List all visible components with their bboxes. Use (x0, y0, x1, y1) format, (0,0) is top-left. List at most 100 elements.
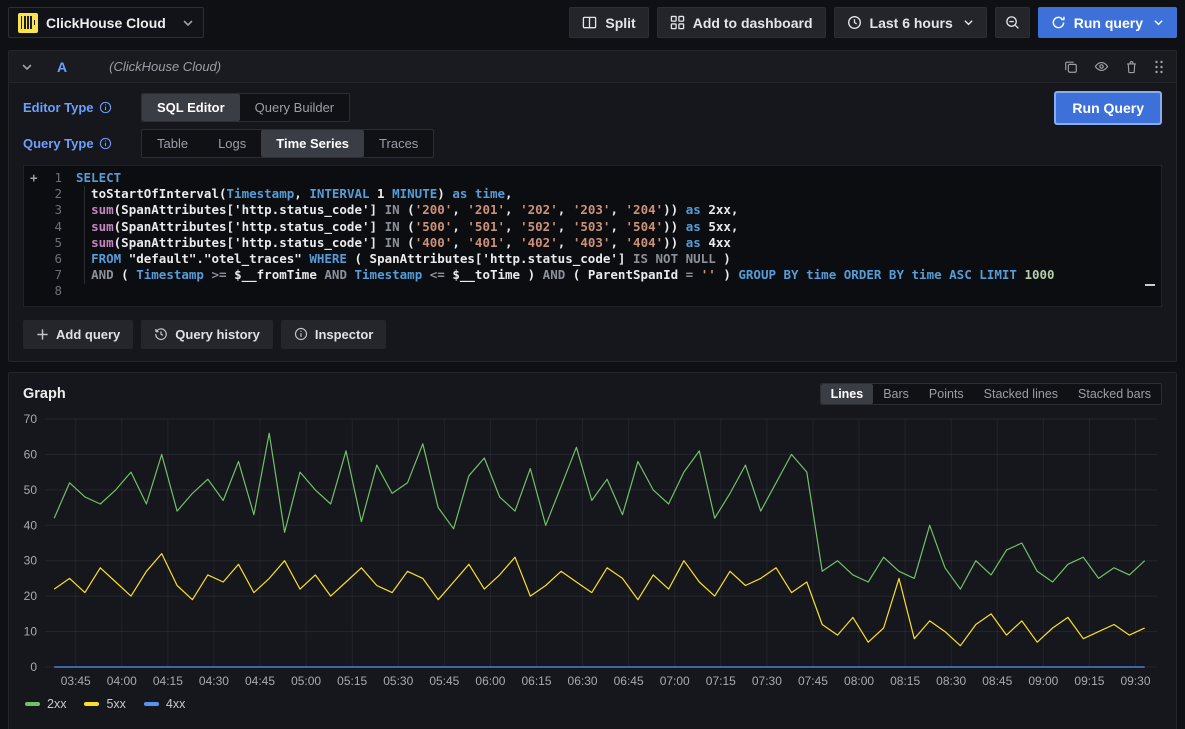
legend-swatch-5xx (84, 702, 99, 706)
query-actions-row: Add query Query history Inspector (23, 320, 1162, 349)
view-mode-points[interactable]: Points (919, 384, 974, 404)
y-axis-label: 70 (24, 412, 38, 426)
y-axis-label: 20 (24, 589, 38, 603)
x-axis-label: 08:45 (982, 674, 1012, 688)
legend-swatch-4xx (144, 702, 159, 706)
legend-label-4xx: 4xx (166, 697, 185, 711)
history-icon (154, 327, 168, 341)
x-axis-label: 09:30 (1120, 674, 1150, 688)
add-line-icon[interactable]: + (30, 170, 38, 186)
query-history-button[interactable]: Query history (141, 320, 273, 349)
inspector-button[interactable]: Inspector (281, 320, 387, 349)
y-axis-label: 0 (30, 660, 37, 674)
info-circle-icon (294, 327, 308, 341)
add-to-dashboard-label: Add to dashboard (693, 15, 813, 31)
chevron-down-icon (1153, 17, 1164, 28)
x-axis-label: 04:00 (107, 674, 137, 688)
sql-line: 3 sum(SpanAttributes['http.status_code']… (24, 202, 1161, 218)
remove-query-trash-icon[interactable] (1125, 60, 1138, 74)
info-circle-icon[interactable] (99, 137, 112, 150)
duplicate-query-icon[interactable] (1064, 60, 1078, 74)
split-button[interactable]: Split (569, 7, 648, 38)
zoom-out-time-button[interactable] (995, 7, 1030, 38)
info-circle-icon[interactable] (99, 101, 112, 114)
x-axis-label: 07:30 (752, 674, 782, 688)
y-axis-label: 40 (24, 518, 38, 532)
query-editor-panel: A (ClickHouse Cloud) Run Query Editor Ty… (8, 50, 1177, 362)
indent-guide (84, 186, 85, 284)
run-query-panel-button[interactable]: Run Query (1054, 91, 1162, 125)
editor-type-segmented: SQL Editor Query Builder (141, 93, 350, 122)
clickhouse-logo-icon (18, 13, 38, 33)
query-type-option-logs[interactable]: Logs (203, 130, 261, 157)
query-type-label-text: Query Type (23, 136, 94, 151)
sql-line: 8 (24, 283, 1161, 299)
x-axis-label: 04:15 (153, 674, 183, 688)
legend-label-2xx: 2xx (47, 697, 66, 711)
legend-item-4xx[interactable]: 4xx (144, 697, 185, 711)
legend-item-2xx[interactable]: 2xx (25, 697, 66, 711)
sql-line: 7 AND ( Timestamp >= $__fromTime AND Tim… (24, 267, 1161, 283)
y-axis-label: 10 (24, 624, 38, 638)
x-axis-label: 07:00 (660, 674, 690, 688)
view-mode-stacked-bars[interactable]: Stacked bars (1068, 384, 1161, 404)
x-axis-label: 09:15 (1074, 674, 1104, 688)
apps-grid-icon (670, 15, 685, 30)
editor-type-option-sql-editor[interactable]: SQL Editor (142, 94, 240, 121)
view-mode-lines[interactable]: Lines (821, 384, 874, 404)
query-type-option-traces[interactable]: Traces (364, 130, 433, 157)
top-toolbar: ClickHouse Cloud Split Add to dashboard … (0, 0, 1185, 45)
run-query-toolbar-button[interactable]: Run query (1038, 7, 1177, 38)
x-axis-label: 04:30 (199, 674, 229, 688)
legend-item-5xx[interactable]: 5xx (84, 697, 125, 711)
chevron-down-icon (963, 17, 974, 28)
editor-type-option-query-builder[interactable]: Query Builder (240, 94, 349, 121)
view-mode-bars[interactable]: Bars (873, 384, 919, 404)
y-axis-label: 30 (24, 553, 38, 567)
x-axis-label: 05:15 (337, 674, 367, 688)
x-axis-label: 03:45 (61, 674, 91, 688)
sql-line: 2 toStartOfInterval(Timestamp, INTERVAL … (24, 186, 1161, 202)
legend-swatch-2xx (25, 702, 40, 706)
text-cursor (1145, 284, 1155, 286)
time-series-chart[interactable]: 01020304050607003:4504:0004:1504:3004:45… (9, 409, 1164, 697)
view-mode-stacked-lines[interactable]: Stacked lines (974, 384, 1068, 404)
drag-handle-icon[interactable] (1154, 60, 1164, 74)
query-type-option-time-series[interactable]: Time Series (261, 130, 364, 157)
x-axis-label: 06:15 (521, 674, 551, 688)
add-to-dashboard-button[interactable]: Add to dashboard (657, 7, 826, 38)
sql-code-lines: +1SELECT2 toStartOfInterval(Timestamp, I… (24, 170, 1161, 300)
inspector-label: Inspector (315, 327, 374, 342)
query-history-label: Query history (175, 327, 260, 342)
query-row-header[interactable]: A (ClickHouse Cloud) (9, 51, 1176, 83)
time-range-picker[interactable]: Last 6 hours (834, 7, 987, 38)
time-range-label: Last 6 hours (870, 15, 953, 31)
x-axis-label: 08:00 (844, 674, 874, 688)
y-axis-label: 50 (24, 482, 38, 496)
x-axis-label: 08:15 (890, 674, 920, 688)
split-icon (582, 15, 597, 30)
chevron-down-icon (182, 17, 194, 29)
x-axis-label: 07:15 (706, 674, 736, 688)
sql-code-editor[interactable]: +1SELECT2 toStartOfInterval(Timestamp, I… (23, 165, 1162, 307)
x-axis-label: 06:45 (614, 674, 644, 688)
view-mode-segmented: Lines Bars Points Stacked lines Stacked … (820, 383, 1162, 405)
add-query-button[interactable]: Add query (23, 320, 133, 349)
plus-icon (36, 328, 49, 341)
y-axis-label: 60 (24, 447, 38, 461)
x-axis-label: 05:30 (383, 674, 413, 688)
datasource-picker[interactable]: ClickHouse Cloud (8, 7, 204, 38)
series-line-2xx (54, 433, 1145, 589)
x-axis-label: 05:45 (429, 674, 459, 688)
graph-panel: Graph Lines Bars Points Stacked lines St… (8, 372, 1177, 729)
collapse-chevron-icon[interactable] (21, 61, 33, 73)
x-axis-label: 07:45 (798, 674, 828, 688)
query-type-label: Query Type (23, 136, 141, 151)
chart-legend: 2xx 5xx 4xx (9, 697, 1176, 719)
editor-type-label: Editor Type (23, 100, 141, 115)
editor-type-label-text: Editor Type (23, 100, 94, 115)
hide-response-eye-icon[interactable] (1094, 59, 1109, 74)
clock-icon (847, 15, 862, 30)
split-label: Split (605, 15, 635, 31)
query-type-option-table[interactable]: Table (142, 130, 203, 157)
